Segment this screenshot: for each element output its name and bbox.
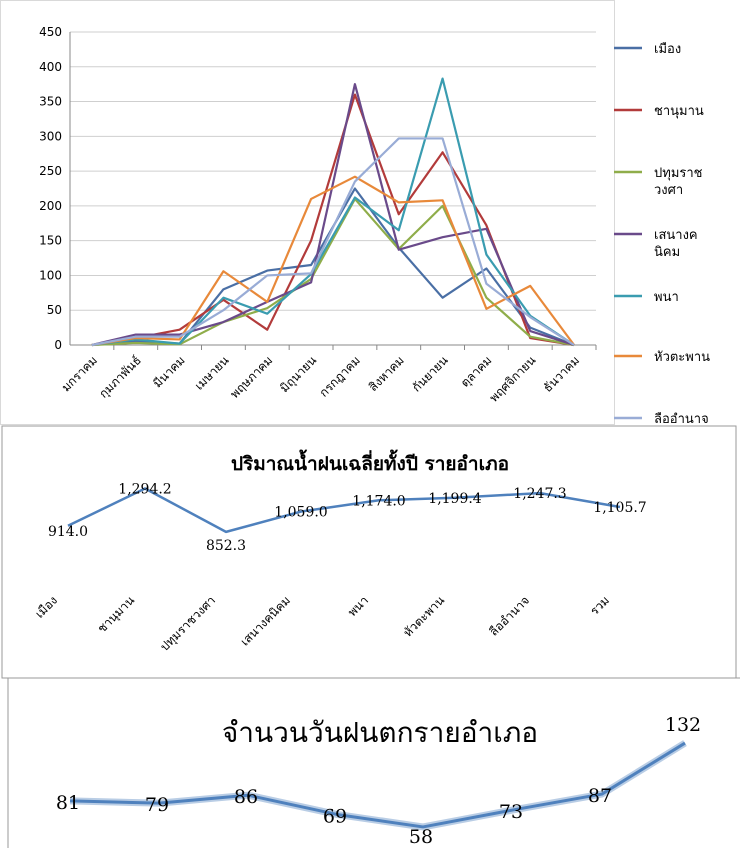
chart2-series: [67, 487, 621, 534]
rain-days-chart: จำนวนวันฝนตกรายอำเภอ 81 79 86 69 58 73 87 132: [7, 677, 740, 848]
legend-label: นิคม: [654, 245, 680, 260]
series-line: [67, 487, 621, 534]
y-tick-label: 450: [39, 25, 62, 39]
y-tick-label: 150: [39, 234, 62, 248]
x-tick-label: เมษายน: [192, 353, 232, 393]
legend-label: พนา: [654, 290, 679, 305]
series-line: [91, 175, 575, 347]
x-tick-label: ตุลาคม: [458, 353, 495, 390]
data-label: 914.0: [48, 524, 88, 540]
y-tick-label: 300: [39, 129, 62, 143]
y-tick-label: 50: [47, 303, 62, 317]
chart3-title: จำนวนวันฝนตกรายอำเภอ: [222, 716, 538, 749]
legend-label: วงศา: [654, 183, 683, 198]
x-tick-label: มกราคม: [59, 353, 100, 394]
series-line: [91, 77, 575, 347]
data-label: 1,247.3: [513, 486, 566, 502]
x-tick-label: ธันวาคม: [541, 353, 583, 395]
legend-label: ชานุมาน: [654, 104, 704, 119]
y-tick-label: 100: [39, 268, 62, 282]
chart3-data-labels: 81 79 86 69 58 73 87 132: [56, 714, 701, 848]
x-tick-label: มีนาคม: [150, 353, 187, 390]
series-line: [91, 93, 575, 347]
chart2-title: ปริมาณน้ำฝนเฉลี่ยทั้งปี รายอำเภอ: [231, 449, 509, 475]
series-line: [91, 197, 575, 347]
data-label: 87: [588, 785, 612, 807]
y-tick-label: 200: [39, 199, 62, 213]
legend-label: เมือง: [654, 41, 681, 57]
data-label: 81: [56, 792, 80, 814]
data-label: 73: [499, 801, 523, 823]
legend-label: ปทุมราช: [654, 166, 703, 181]
chart1-legend: เมืองชานุมานปทุมราชวงศาเสนางคนิคมพนาหัวต…: [614, 41, 710, 425]
y-tick-label: 400: [39, 60, 62, 74]
data-label: 852.3: [206, 538, 246, 554]
chart3-series: [69, 740, 687, 831]
legend-label: ลืออำนาจ: [654, 411, 709, 425]
data-label: 79: [145, 794, 169, 816]
series-line: [91, 137, 575, 347]
data-label: 1,294.2: [118, 481, 171, 497]
series-line: [69, 741, 686, 829]
series-line: [91, 83, 575, 347]
chart1-gridlines: [69, 31, 597, 350]
legend-label: เสนางค: [654, 228, 698, 243]
x-tick-label: สิงหาคม: [366, 353, 407, 394]
y-tick-label: 350: [39, 95, 62, 109]
data-label: 1,059.0: [274, 505, 327, 521]
legend-label: หัวตะพาน: [654, 350, 710, 365]
data-label: 1,174.0: [352, 493, 405, 509]
chart2-data-labels: 914.0 1,294.2 852.3 1,059.0 1,174.0 1,199.4 1,…: [48, 481, 647, 553]
x-tick-label: กันยายน: [409, 353, 450, 394]
data-label: 1,105.7: [593, 500, 646, 516]
x-tick-label: พฤศจิกายน: [487, 353, 539, 405]
data-label: 58: [409, 826, 433, 848]
x-tick-label: กรกฎาคม: [317, 353, 363, 399]
data-label: 132: [665, 714, 701, 736]
data-label: 1,199.4: [428, 491, 482, 507]
chart1-frame: [0, 0, 615, 425]
data-label: 86: [234, 786, 258, 808]
x-tick-label: กุมภาพันธ์: [96, 353, 144, 401]
y-tick-label: 250: [39, 164, 62, 178]
annual-rainfall-chart: ปริมาณน้ำฝนเฉลี่ยทั้งปี รายอำเภอ 914.0 1,…: [1, 425, 737, 679]
chart1-series: [91, 77, 575, 347]
x-tick-label: พฤษภาคม: [228, 353, 276, 401]
x-tick-label: มิถุนายน: [277, 353, 320, 396]
chart1-y-ticks: 0 50 100 150 200 250 300 350 400 450: [39, 25, 62, 352]
monthly-rainfall-chart: 0 50 100 150 200 250 300 350 400 450 มกราคมกุมภาพ…: [0, 0, 710, 425]
data-label: 69: [323, 805, 347, 827]
chart2-frame: [1, 425, 737, 679]
y-tick-label: 0: [54, 338, 62, 352]
